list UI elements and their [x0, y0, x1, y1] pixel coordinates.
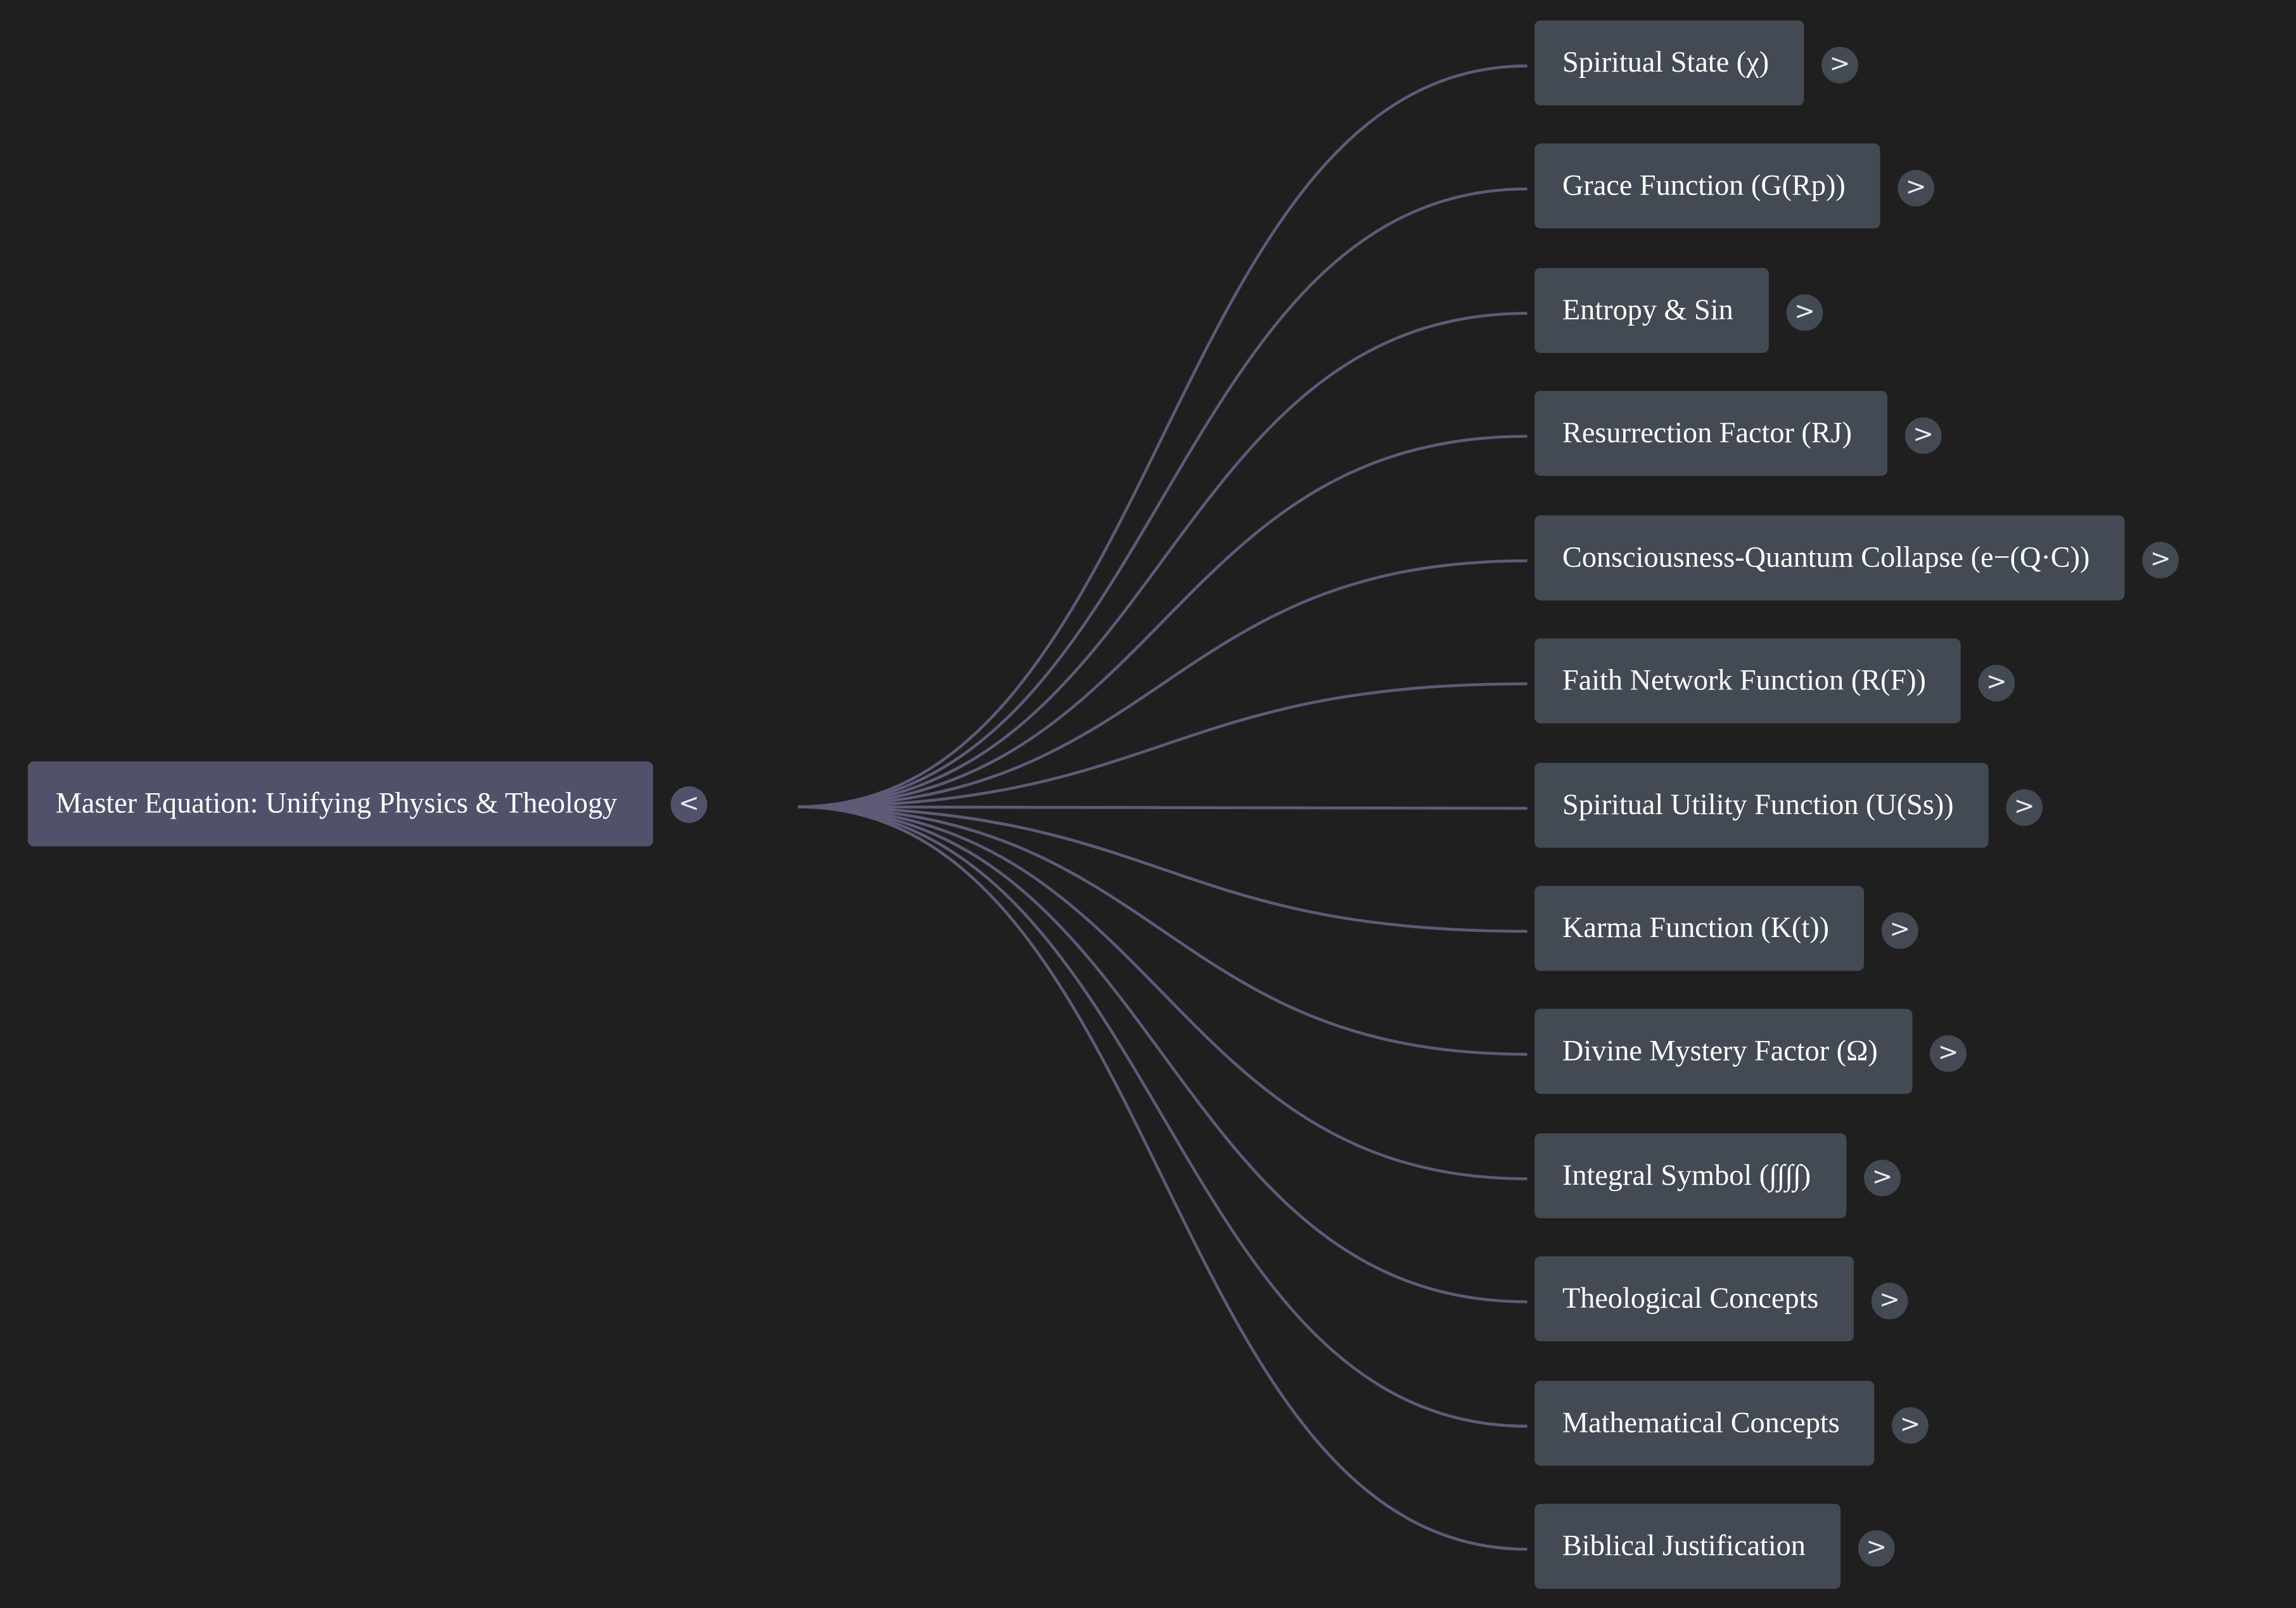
collapse-toggle-button[interactable]: <: [670, 786, 708, 823]
edge-line: [798, 435, 1527, 808]
expand-toggle-button[interactable]: >: [1904, 417, 1942, 454]
expand-toggle-button[interactable]: >: [2142, 542, 2179, 578]
child-node[interactable]: Integral Symbol (∫∫∫∫): [1534, 1133, 1846, 1218]
expand-toggle-button[interactable]: >: [1786, 294, 1823, 331]
expand-toggle-button[interactable]: >: [1978, 665, 2015, 702]
edge-line: [798, 805, 1527, 810]
child-node[interactable]: Divine Mystery Factor (Ω): [1534, 1009, 1913, 1094]
expand-toggle-button[interactable]: >: [1881, 912, 1918, 949]
child-node[interactable]: Mathematical Concepts: [1534, 1381, 1875, 1466]
edge-line: [798, 312, 1527, 808]
edge-line: [798, 187, 1527, 808]
child-node[interactable]: Biblical Justification: [1534, 1503, 1841, 1589]
expand-toggle-button[interactable]: >: [1871, 1282, 1908, 1320]
expand-toggle-button[interactable]: >: [1864, 1159, 1901, 1197]
child-node[interactable]: Karma Function (K(t)): [1534, 886, 1865, 971]
child-node[interactable]: Spiritual State (χ): [1534, 20, 1804, 106]
expand-toggle-button[interactable]: >: [2006, 789, 2043, 826]
edge-line: [798, 805, 1527, 1303]
edge-line: [798, 805, 1527, 1551]
edge-line: [798, 559, 1527, 808]
child-node[interactable]: Entropy & Sin: [1534, 267, 1769, 353]
child-node[interactable]: Resurrection Factor (RJ): [1534, 391, 1887, 476]
child-node[interactable]: Spiritual Utility Function (U(Ss)): [1534, 763, 1989, 848]
child-node[interactable]: Consciousness-Quantum Collapse (e−(Q·C)): [1534, 515, 2125, 601]
edge-line: [798, 64, 1527, 808]
expand-toggle-button[interactable]: >: [1892, 1407, 1929, 1444]
expand-toggle-button[interactable]: >: [1858, 1530, 1895, 1567]
edge-line: [798, 805, 1527, 1428]
child-node[interactable]: Grace Function (G(Rp)): [1534, 143, 1881, 229]
expand-toggle-button[interactable]: >: [1897, 170, 1935, 207]
edge-line: [798, 682, 1527, 808]
child-node[interactable]: Theological Concepts: [1534, 1256, 1854, 1342]
expand-toggle-button[interactable]: >: [1821, 46, 1858, 84]
expand-toggle-button[interactable]: >: [1930, 1035, 1967, 1072]
edge-line: [798, 805, 1527, 1180]
root-node[interactable]: Master Equation: Unifying Physics & Theo…: [27, 761, 653, 846]
edge-line: [798, 805, 1527, 1056]
child-node[interactable]: Faith Network Function (R(F)): [1534, 638, 1961, 724]
edge-line: [798, 805, 1527, 933]
